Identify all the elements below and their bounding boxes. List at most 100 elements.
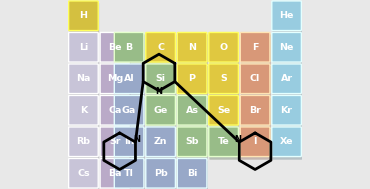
FancyBboxPatch shape xyxy=(241,97,271,128)
FancyBboxPatch shape xyxy=(115,129,145,160)
FancyBboxPatch shape xyxy=(114,33,144,62)
FancyBboxPatch shape xyxy=(241,66,271,97)
Text: Si: Si xyxy=(156,74,166,83)
FancyBboxPatch shape xyxy=(100,33,130,62)
FancyBboxPatch shape xyxy=(177,64,207,94)
FancyBboxPatch shape xyxy=(178,34,208,65)
FancyBboxPatch shape xyxy=(241,34,271,65)
FancyBboxPatch shape xyxy=(272,64,302,94)
Text: Ga: Ga xyxy=(122,106,136,115)
Text: N: N xyxy=(188,43,196,52)
FancyBboxPatch shape xyxy=(272,97,302,128)
FancyBboxPatch shape xyxy=(147,129,176,160)
FancyBboxPatch shape xyxy=(146,33,175,62)
Text: N: N xyxy=(133,135,140,144)
FancyBboxPatch shape xyxy=(115,160,145,189)
FancyBboxPatch shape xyxy=(68,1,98,31)
FancyBboxPatch shape xyxy=(101,160,131,189)
Text: N: N xyxy=(235,135,242,144)
Text: F: F xyxy=(252,43,258,52)
Text: Xe: Xe xyxy=(280,137,293,146)
FancyBboxPatch shape xyxy=(147,160,176,189)
FancyBboxPatch shape xyxy=(146,127,175,156)
FancyBboxPatch shape xyxy=(69,160,99,189)
FancyBboxPatch shape xyxy=(114,64,144,94)
FancyBboxPatch shape xyxy=(68,127,98,156)
Text: Ba: Ba xyxy=(108,169,122,178)
FancyBboxPatch shape xyxy=(100,95,130,125)
FancyBboxPatch shape xyxy=(115,34,145,65)
Text: Sb: Sb xyxy=(185,137,199,146)
FancyBboxPatch shape xyxy=(68,95,98,125)
Text: Al: Al xyxy=(124,74,134,83)
FancyBboxPatch shape xyxy=(146,64,175,94)
Text: In: In xyxy=(124,137,134,146)
FancyBboxPatch shape xyxy=(272,66,302,97)
FancyBboxPatch shape xyxy=(209,66,239,97)
FancyBboxPatch shape xyxy=(68,158,98,188)
Text: Na: Na xyxy=(76,74,91,83)
FancyBboxPatch shape xyxy=(100,158,130,188)
FancyBboxPatch shape xyxy=(147,97,176,128)
Text: Te: Te xyxy=(218,137,229,146)
FancyBboxPatch shape xyxy=(178,97,208,128)
FancyBboxPatch shape xyxy=(272,34,302,65)
Text: Br: Br xyxy=(249,106,261,115)
Text: Ar: Ar xyxy=(280,74,293,83)
Text: Li: Li xyxy=(79,43,88,52)
Text: Be: Be xyxy=(108,43,122,52)
FancyBboxPatch shape xyxy=(146,95,175,125)
Text: As: As xyxy=(186,106,199,115)
Text: B: B xyxy=(125,43,133,52)
FancyBboxPatch shape xyxy=(178,129,208,160)
FancyBboxPatch shape xyxy=(114,127,144,156)
FancyBboxPatch shape xyxy=(178,160,208,189)
FancyBboxPatch shape xyxy=(209,64,238,94)
Text: Sr: Sr xyxy=(109,137,121,146)
Text: Kr: Kr xyxy=(280,106,293,115)
FancyBboxPatch shape xyxy=(209,127,238,156)
Text: Tl: Tl xyxy=(124,169,134,178)
FancyBboxPatch shape xyxy=(69,129,99,160)
Text: Zn: Zn xyxy=(154,137,167,146)
FancyBboxPatch shape xyxy=(240,64,270,94)
Text: N: N xyxy=(155,88,162,96)
Text: Cs: Cs xyxy=(77,169,90,178)
Text: Ca: Ca xyxy=(108,106,122,115)
Text: He: He xyxy=(279,11,294,20)
FancyBboxPatch shape xyxy=(272,127,302,156)
FancyBboxPatch shape xyxy=(178,66,208,97)
FancyBboxPatch shape xyxy=(101,129,131,160)
Text: Bi: Bi xyxy=(187,169,197,178)
Text: Ne: Ne xyxy=(279,43,294,52)
Text: O: O xyxy=(219,43,228,52)
FancyBboxPatch shape xyxy=(114,158,144,188)
FancyBboxPatch shape xyxy=(100,64,130,94)
FancyBboxPatch shape xyxy=(272,95,302,125)
FancyBboxPatch shape xyxy=(272,1,302,31)
FancyBboxPatch shape xyxy=(101,34,131,65)
FancyBboxPatch shape xyxy=(209,129,239,160)
FancyBboxPatch shape xyxy=(68,33,98,62)
FancyBboxPatch shape xyxy=(177,33,207,62)
FancyBboxPatch shape xyxy=(69,3,99,34)
FancyBboxPatch shape xyxy=(240,95,270,125)
FancyBboxPatch shape xyxy=(147,66,176,97)
FancyBboxPatch shape xyxy=(240,33,270,62)
Text: H: H xyxy=(80,11,87,20)
FancyBboxPatch shape xyxy=(272,129,302,160)
FancyBboxPatch shape xyxy=(146,158,175,188)
Text: I: I xyxy=(253,137,257,146)
FancyBboxPatch shape xyxy=(272,3,302,34)
FancyBboxPatch shape xyxy=(147,34,176,65)
FancyBboxPatch shape xyxy=(209,95,238,125)
FancyBboxPatch shape xyxy=(101,66,131,97)
FancyBboxPatch shape xyxy=(101,97,131,128)
Text: Rb: Rb xyxy=(77,137,90,146)
FancyBboxPatch shape xyxy=(240,127,270,156)
FancyBboxPatch shape xyxy=(177,127,207,156)
FancyBboxPatch shape xyxy=(68,64,98,94)
FancyBboxPatch shape xyxy=(69,34,99,65)
Text: K: K xyxy=(80,106,87,115)
Text: C: C xyxy=(157,43,164,52)
